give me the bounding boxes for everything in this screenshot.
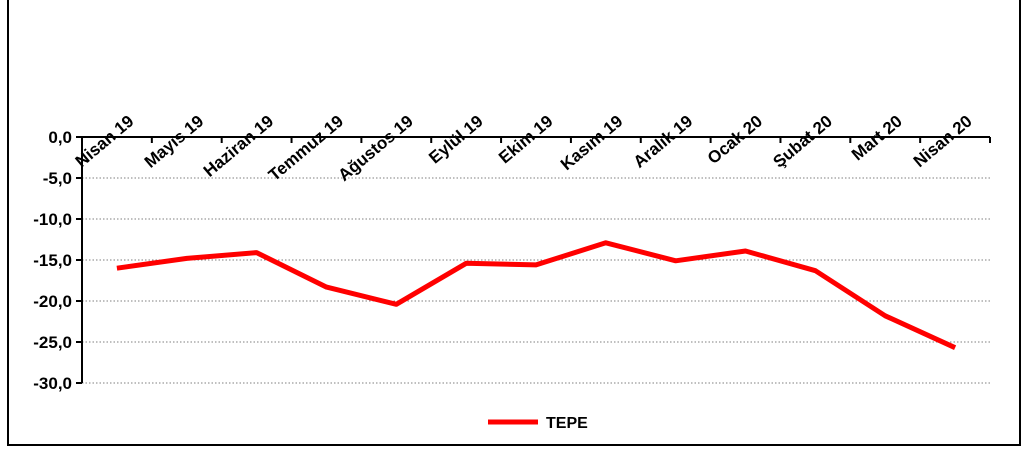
series-line bbox=[116, 240, 957, 350]
y-tick-label: -15,0 bbox=[33, 251, 72, 270]
y-tick-label: -5,0 bbox=[43, 169, 72, 188]
x-tick-label: Mayıs 19 bbox=[141, 112, 208, 172]
y-tick-label: 0,0 bbox=[48, 128, 72, 147]
y-tick-label: -30,0 bbox=[33, 374, 72, 393]
x-tick-label: Eylül 19 bbox=[425, 112, 486, 168]
x-tick-label: Ocak 20 bbox=[704, 112, 766, 168]
y-tick-label: -10,0 bbox=[33, 210, 72, 229]
x-tick-label: Temmuz 19 bbox=[265, 112, 347, 185]
grid-lines bbox=[82, 177, 990, 384]
y-tick-label: -25,0 bbox=[33, 333, 72, 352]
x-tick-label: Ağustos 19 bbox=[334, 112, 416, 185]
series-lines bbox=[116, 240, 957, 350]
x-tick-label: Kasım 19 bbox=[557, 112, 626, 175]
x-tick-label: Şubat 20 bbox=[769, 112, 835, 172]
x-tick-label: Ekim 19 bbox=[495, 112, 556, 168]
x-tick-label: Aralık 19 bbox=[630, 112, 697, 172]
chart-frame bbox=[7, 0, 1021, 446]
legend-label: TEPE bbox=[546, 415, 588, 432]
axes bbox=[76, 136, 991, 384]
y-tick-label: -20,0 bbox=[33, 292, 72, 311]
y-tick-labels: 0,0 -5,0 -10,0 -15,0 -20,0 -25,0 -30,0 bbox=[33, 128, 72, 393]
legend: TEPE bbox=[488, 415, 588, 432]
